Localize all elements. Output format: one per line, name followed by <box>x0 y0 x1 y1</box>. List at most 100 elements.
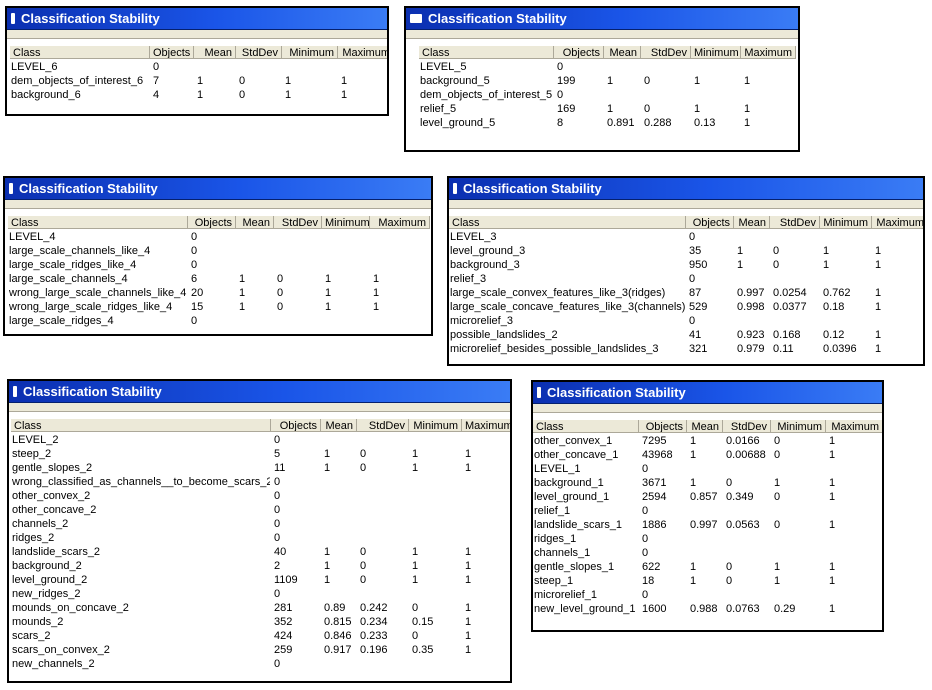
table-row[interactable]: relief_1 0 <box>533 504 882 518</box>
column-header-maximum[interactable]: Maximum <box>741 46 796 58</box>
table-row[interactable]: new_channels_2 0 <box>9 657 510 671</box>
column-header-minimum[interactable]: Minimum <box>282 46 338 58</box>
cell-minimum <box>823 314 873 328</box>
window-title-bar[interactable]: Classification Stability <box>5 178 431 200</box>
table-row[interactable]: background_5 199 1 0 1 1 <box>406 74 798 88</box>
column-header-mean[interactable]: Mean <box>194 46 236 58</box>
table-row[interactable]: LEVEL_1 0 <box>533 462 882 476</box>
column-header-mean[interactable]: Mean <box>321 419 357 431</box>
column-header-objects[interactable]: Objects <box>554 46 604 58</box>
table-row[interactable]: microrelief_1 0 <box>533 588 882 602</box>
table-row[interactable]: background_1 3671 1 0 1 1 <box>533 476 882 490</box>
column-header-maximum[interactable]: Maximum <box>462 419 510 431</box>
table-row[interactable]: LEVEL_2 0 <box>9 433 510 447</box>
table-row[interactable]: gentle_slopes_2 11 1 0 1 1 <box>9 461 510 475</box>
column-header-minimum[interactable]: Minimum <box>691 46 741 58</box>
column-header-stddev[interactable]: StdDev <box>274 216 322 228</box>
table-row[interactable]: large_scale_channels_like_4 0 <box>5 244 431 258</box>
table-row[interactable]: relief_3 0 <box>449 272 923 286</box>
table-row[interactable]: level_ground_3 35 1 0 1 1 <box>449 244 923 258</box>
table-row[interactable]: wrong_large_scale_ridges_like_4 15 1 0 1 1 <box>5 300 431 314</box>
table-row[interactable]: background_3 950 1 0 1 1 <box>449 258 923 272</box>
column-header-minimum[interactable]: Minimum <box>322 216 370 228</box>
table-row[interactable]: gentle_slopes_1 622 1 0 1 1 <box>533 560 882 574</box>
table-row[interactable]: new_ridges_2 0 <box>9 587 510 601</box>
column-header-class[interactable]: Class <box>449 216 686 228</box>
column-header-class[interactable]: Class <box>8 216 188 228</box>
window-title-bar[interactable]: Classification Stability <box>406 8 798 30</box>
column-header-minimum[interactable]: Minimum <box>409 419 462 431</box>
table-row[interactable]: LEVEL_4 0 <box>5 230 431 244</box>
column-header-stddev[interactable]: StdDev <box>770 216 820 228</box>
column-header-objects[interactable]: Objects <box>686 216 734 228</box>
table-row[interactable]: relief_5 169 1 0 1 1 <box>406 102 798 116</box>
column-header-minimum[interactable]: Minimum <box>820 216 872 228</box>
table-row[interactable]: possible_landslides_2 41 0.923 0.168 0.12 1 <box>449 328 923 342</box>
column-header-stddev[interactable]: StdDev <box>641 46 691 58</box>
window-title-bar[interactable]: Classification Stability <box>7 8 387 30</box>
table-row[interactable]: dem_objects_of_interest_5 0 <box>406 88 798 102</box>
column-header-objects[interactable]: Objects <box>150 46 194 58</box>
column-header-objects[interactable]: Objects <box>639 420 687 432</box>
table-row[interactable]: mounds_2 352 0.815 0.234 0.15 1 <box>9 615 510 629</box>
table-row[interactable]: large_scale_ridges_4 0 <box>5 314 431 328</box>
column-header-class[interactable]: Class <box>419 46 554 58</box>
table-row[interactable]: microrelief_besides_possible_landslides_… <box>449 342 923 356</box>
table-row[interactable]: dem_objects_of_interest_6 7 1 0 1 1 <box>7 74 387 88</box>
table-row[interactable]: other_convex_2 0 <box>9 489 510 503</box>
column-header-minimum[interactable]: Minimum <box>771 420 826 432</box>
table-row[interactable]: large_scale_concave_features_like_3(chan… <box>449 300 923 314</box>
window-title-bar[interactable]: Classification Stability <box>449 178 923 200</box>
table-row[interactable]: LEVEL_3 0 <box>449 230 923 244</box>
column-header-maximum[interactable]: Maximum <box>370 216 430 228</box>
table-row[interactable]: large_scale_channels_4 6 1 0 1 1 <box>5 272 431 286</box>
window-title-bar[interactable]: Classification Stability <box>533 382 882 404</box>
table-row[interactable]: landslide_scars_2 40 1 0 1 1 <box>9 545 510 559</box>
table-row[interactable]: level_ground_2 1109 1 0 1 1 <box>9 573 510 587</box>
table-row[interactable]: level_ground_1 2594 0.857 0.349 0 1 <box>533 490 882 504</box>
table-row[interactable]: wrong_classified_as_channels__to_become_… <box>9 475 510 489</box>
table-row[interactable]: scars_on_convex_2 259 0.917 0.196 0.35 1 <box>9 643 510 657</box>
table-row[interactable]: large_scale_convex_features_like_3(ridge… <box>449 286 923 300</box>
window-title-bar[interactable]: Classification Stability <box>9 381 510 403</box>
table-row[interactable]: channels_1 0 <box>533 546 882 560</box>
column-header-stddev[interactable]: StdDev <box>357 419 409 431</box>
table-row[interactable]: landslide_scars_1 1886 0.997 0.0563 0 1 <box>533 518 882 532</box>
table-row[interactable]: background_6 4 1 0 1 1 <box>7 88 387 102</box>
column-header-class[interactable]: Class <box>10 46 150 58</box>
table-row[interactable]: steep_2 5 1 0 1 1 <box>9 447 510 461</box>
column-header-mean[interactable]: Mean <box>236 216 274 228</box>
column-header-maximum[interactable]: Maximum <box>826 420 882 432</box>
window-icon <box>13 386 17 397</box>
column-header-objects[interactable]: Objects <box>271 419 321 431</box>
column-header-class[interactable]: Class <box>11 419 271 431</box>
column-header-class[interactable]: Class <box>533 420 639 432</box>
column-header-mean[interactable]: Mean <box>687 420 723 432</box>
column-header-maximum[interactable]: Maximum <box>872 216 923 228</box>
column-header-stddev[interactable]: StdDev <box>236 46 282 58</box>
table-row[interactable]: background_2 2 1 0 1 1 <box>9 559 510 573</box>
table-row[interactable]: channels_2 0 <box>9 517 510 531</box>
table-row[interactable]: wrong_large_scale_channels_like_4 20 1 0 1 1 <box>5 286 431 300</box>
column-header-mean[interactable]: Mean <box>734 216 770 228</box>
column-header-objects[interactable]: Objects <box>188 216 236 228</box>
cell-class: channels_2 <box>12 518 69 530</box>
table-row[interactable]: level_ground_5 8 0.891 0.288 0.13 1 <box>406 116 798 130</box>
table-row[interactable]: other_concave_2 0 <box>9 503 510 517</box>
table-row[interactable]: microrelief_3 0 <box>449 314 923 328</box>
table-row[interactable]: new_level_ground_1 1600 0.988 0.0763 0.29 1 <box>533 602 882 616</box>
cell-mean: 0.917 <box>324 644 352 656</box>
column-header-maximum[interactable]: Maximum <box>338 46 387 58</box>
table-row[interactable]: mounds_on_concave_2 281 0.89 0.242 0 1 <box>9 601 510 615</box>
table-row[interactable]: LEVEL_6 0 <box>7 60 387 74</box>
table-row[interactable]: ridges_2 0 <box>9 531 510 545</box>
column-header-stddev[interactable]: StdDev <box>723 420 771 432</box>
table-row[interactable]: scars_2 424 0.846 0.233 0 1 <box>9 629 510 643</box>
table-row[interactable]: other_concave_1 43968 1 0.00688 0 1 <box>533 448 882 462</box>
column-header-mean[interactable]: Mean <box>604 46 641 58</box>
table-row[interactable]: LEVEL_5 0 <box>406 60 798 74</box>
table-row[interactable]: large_scale_ridges_like_4 0 <box>5 258 431 272</box>
table-row[interactable]: ridges_1 0 <box>533 532 882 546</box>
table-row[interactable]: other_convex_1 7295 1 0.0166 0 1 <box>533 434 882 448</box>
table-row[interactable]: steep_1 18 1 0 1 1 <box>533 574 882 588</box>
